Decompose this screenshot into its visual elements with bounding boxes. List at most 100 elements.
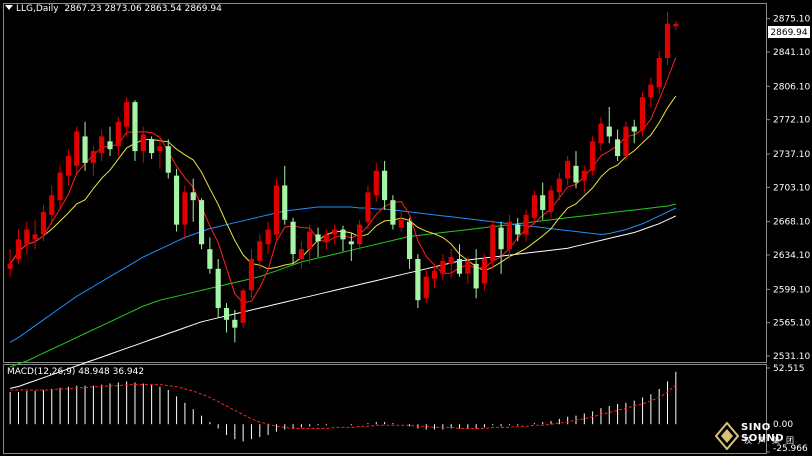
candle	[332, 224, 338, 245]
candle	[639, 92, 646, 137]
price-tick-label: 2668.10	[773, 218, 810, 228]
price-tick-label: 2531.10	[773, 352, 810, 362]
candle-body	[398, 219, 404, 228]
candle	[498, 221, 504, 274]
candle	[340, 225, 346, 252]
macd-histogram	[9, 371, 677, 442]
candle	[323, 229, 329, 250]
candle-body	[223, 308, 230, 320]
candle	[348, 233, 354, 261]
candle-body	[99, 136, 105, 154]
candle	[431, 263, 438, 289]
candle-body	[656, 57, 662, 88]
candle	[656, 51, 662, 95]
candle	[74, 126, 80, 173]
macd-signal-polyline	[10, 384, 677, 429]
candle	[223, 303, 230, 333]
candle	[174, 168, 180, 232]
price-tick-label: 2634.10	[773, 251, 810, 261]
candle	[265, 221, 271, 255]
candle-body	[74, 131, 80, 166]
price-tick-label: 2806.10	[773, 82, 810, 92]
candle	[615, 129, 621, 161]
candle-body	[232, 319, 238, 328]
candle	[32, 219, 38, 250]
candle-body	[40, 211, 47, 235]
candle	[315, 227, 321, 258]
candle-body	[506, 221, 512, 250]
candle-body	[15, 239, 22, 259]
candle-body	[673, 23, 679, 27]
candle	[648, 77, 654, 108]
candle-body	[473, 263, 479, 289]
candle	[423, 268, 429, 304]
candle	[673, 20, 679, 30]
brand-name: SINO SOUND	[741, 422, 784, 444]
price-tick-label: 2737.10	[773, 150, 810, 160]
candle-body	[240, 290, 246, 323]
candle	[481, 254, 488, 291]
brand-logo: SINO SOUND 汉声集团	[711, 418, 806, 454]
price-tick-label: 2565.10	[773, 319, 810, 329]
price-tick-label: 2772.10	[773, 116, 810, 126]
dropdown-triangle-icon[interactable]	[5, 5, 13, 10]
brand-chinese-name: 汉声集团	[744, 436, 800, 445]
candle	[282, 165, 288, 225]
candle-body	[7, 263, 13, 269]
candle-body	[323, 234, 329, 242]
candle-body	[465, 260, 471, 274]
candle	[115, 116, 121, 157]
candle	[40, 205, 47, 242]
candle	[357, 219, 363, 250]
candle	[664, 11, 671, 65]
candle-body	[523, 214, 529, 235]
candle	[190, 178, 196, 222]
candle-body	[174, 175, 180, 225]
candle	[124, 97, 130, 137]
candle-body	[149, 139, 155, 154]
candle-body	[115, 121, 121, 147]
candle-body	[373, 170, 379, 196]
candle-body	[556, 178, 562, 193]
candle-body	[273, 185, 280, 235]
candle	[132, 100, 138, 161]
candle-body	[423, 276, 429, 299]
candle	[631, 119, 637, 144]
candle-body	[615, 139, 621, 157]
candle	[273, 178, 280, 242]
macd-tick-label: -25.966	[773, 444, 808, 454]
candle-body	[348, 241, 354, 245]
candle	[465, 257, 471, 284]
candle	[149, 136, 155, 159]
candle	[490, 219, 496, 269]
candle	[90, 146, 96, 176]
candle	[415, 254, 421, 309]
macd-signal-line	[10, 384, 677, 429]
candle-body	[565, 160, 571, 179]
diamond-seal-icon	[715, 422, 739, 450]
ma-white-line	[10, 215, 677, 389]
candle-body	[190, 192, 196, 201]
candle-body	[157, 146, 163, 152]
candle-body	[165, 146, 171, 173]
candle	[623, 121, 629, 161]
candle-body	[490, 224, 496, 261]
candle-body	[132, 102, 138, 152]
candle	[207, 237, 213, 274]
chart-header[interactable]: LLG,Daily 2867.23 2873.06 2863.54 2869.9…	[5, 4, 222, 14]
candle-body	[49, 195, 55, 215]
candle-body	[357, 224, 363, 245]
candle-body	[298, 249, 304, 259]
candle-body	[207, 249, 213, 269]
candle	[515, 217, 521, 242]
candle	[540, 182, 546, 220]
candlestick-series	[7, 11, 679, 343]
candle-body	[440, 260, 446, 274]
candle-body	[140, 134, 146, 152]
candle	[232, 309, 238, 343]
candle	[406, 217, 413, 269]
ma-green-line	[10, 203, 676, 368]
candle	[140, 126, 146, 163]
